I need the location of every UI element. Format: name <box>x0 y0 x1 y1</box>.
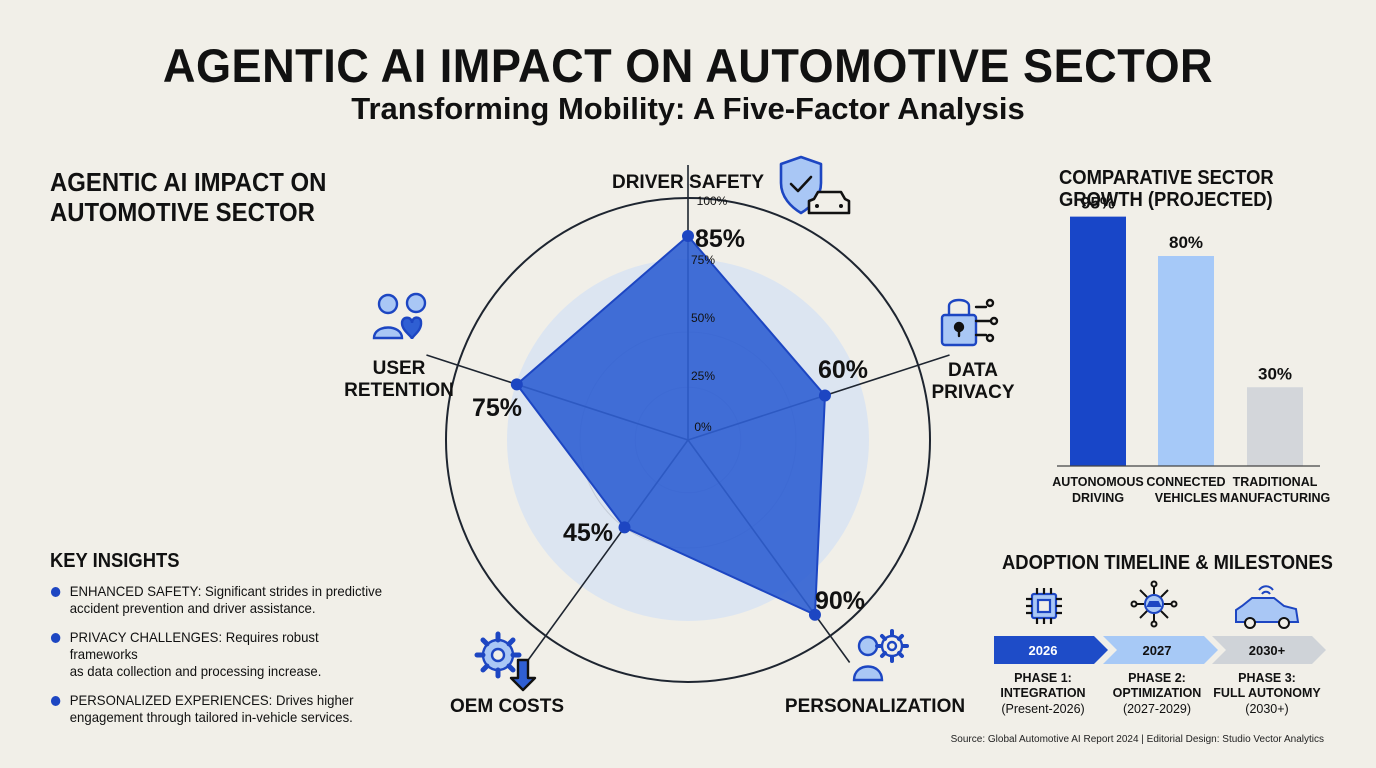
radar-value-label: 75% <box>472 394 522 422</box>
page-title: AGENTIC AI IMPACT ON AUTOMOTIVE SECTOR <box>162 39 1214 92</box>
left-panel-title-line1: AGENTIC AI IMPACT ON <box>50 167 327 197</box>
key-insights-title: KEY INSIGHTS <box>50 550 180 572</box>
insight-line: PRIVACY CHALLENGES: Requires robust fram… <box>69 629 319 662</box>
connected-car-icon <box>1130 580 1178 628</box>
bullet-icon <box>50 696 61 706</box>
radar-data <box>510 230 831 621</box>
key-insights-list: ENHANCED SAFETY: Significant strides in … <box>50 583 410 738</box>
insight-line: engagement through tailored in-vehicle s… <box>69 709 353 725</box>
radar-point <box>808 608 821 621</box>
timeline-arrow <box>994 636 1108 664</box>
timeline-phase-range: (2030+) <box>1245 702 1288 716</box>
gear-down-arrow-icon <box>474 631 537 692</box>
radar-icons <box>372 155 999 692</box>
timeline-phase-name: OPTIMIZATION <box>1113 686 1202 700</box>
insight-item: PRIVACY CHALLENGES: Requires robust fram… <box>50 629 388 680</box>
timeline-phase-range: (2027-2029) <box>1123 702 1191 716</box>
insight-line: ENHANCED SAFETY: Significant strides in … <box>69 583 383 599</box>
timeline-marks: 2026 PHASE 1:INTEGRATION (Present-2026) 202… <box>994 636 1326 716</box>
bar-chart-title-line2: GROWTH (PROJECTED) <box>1059 189 1273 211</box>
bar-value-label: 95% <box>1081 194 1115 213</box>
timeline-phase-range: (Present-2026) <box>1001 702 1084 716</box>
radar-point <box>510 378 523 391</box>
bar-category-label: DRIVING <box>1072 491 1124 505</box>
bar-category-label: AUTONOMOUS <box>1052 475 1143 489</box>
timeline-phase-name: FULL AUTONOMY <box>1213 686 1321 700</box>
radar-tick-label: 50% <box>691 311 715 325</box>
radar-axis-label: PERSONALIZATION <box>785 696 965 717</box>
timeline-phase-name: PHASE 3: <box>1238 671 1296 685</box>
bar <box>1070 216 1126 466</box>
page-subtitle: Transforming Mobility: A Five-Factor Ana… <box>351 91 1025 126</box>
shield-car-icon <box>779 155 851 215</box>
timeline-year: 2030+ <box>1249 643 1286 658</box>
bar-value-label: 80% <box>1169 233 1203 252</box>
radar-tick-label: 75% <box>691 253 715 267</box>
radar-axis-label: OEM COSTS <box>450 696 564 717</box>
bullet-icon <box>50 587 61 597</box>
radar-value-label: 85% <box>695 225 745 253</box>
radar-axis-label: USER <box>373 358 426 379</box>
bar-category-label: TRADITIONAL <box>1233 475 1318 489</box>
bar <box>1158 256 1214 466</box>
source-note: Source: Global Automotive AI Report 2024… <box>950 734 1324 745</box>
radar-labels: 0% 25% 50% 75% 100% 85% 60% 90% 45% 75% DRIVER SAF… <box>344 172 1015 717</box>
radar-tick-label: 100% <box>697 194 728 208</box>
radar-tick-label: 25% <box>691 369 715 383</box>
timeline-phase-name: PHASE 2: <box>1128 671 1186 685</box>
insight-item: ENHANCED SAFETY: Significant strides in … <box>50 583 388 617</box>
bar-category-label: VEHICLES <box>1155 491 1218 505</box>
bar-marks: 95% AUTONOMOUS DRIVING 80% CONNECTED VEHICLES… <box>1052 194 1330 505</box>
padlock-circuit-icon <box>940 298 999 347</box>
bar-chart-title-line1: COMPARATIVE SECTOR <box>1059 167 1274 189</box>
timeline-phase-name: PHASE 1: <box>1014 671 1072 685</box>
bar-chart-title: COMPARATIVE SECTOR GROWTH (PROJECTED) <box>1059 167 1298 211</box>
user-gear-icon <box>852 629 909 682</box>
users-heart-icon <box>372 292 427 340</box>
radar-area <box>515 234 826 617</box>
insight-line: as data collection and processing increa… <box>69 663 322 679</box>
bar-category-label: MANUFACTURING <box>1220 491 1330 505</box>
radar-point <box>682 230 694 242</box>
car-signal-icon <box>1235 585 1300 629</box>
timeline-phase-name: INTEGRATION <box>1000 686 1085 700</box>
radar-axis-label: DRIVER SAFETY <box>612 172 764 193</box>
bar-category-label: CONNECTED <box>1146 475 1225 489</box>
chip-icon <box>1026 588 1062 624</box>
radar-value-label: 90% <box>815 587 865 615</box>
timeline-year: 2027 <box>1143 643 1172 658</box>
radar-axis-label: PRIVACY <box>931 382 1014 403</box>
insight-line: accident prevention and driver assistanc… <box>69 600 316 616</box>
left-panel-title-line2: AUTOMOTIVE SECTOR <box>50 197 315 227</box>
radar-axis-label: RETENTION <box>344 380 454 401</box>
insight-item: PERSONALIZED EXPERIENCES: Drives higher e… <box>50 692 388 726</box>
bar <box>1247 387 1303 466</box>
radar-axis-label: DATA <box>948 360 998 381</box>
timeline-title: ADOPTION TIMELINE & MILESTONES <box>1002 552 1333 574</box>
radar-point <box>618 521 631 534</box>
insight-line: PERSONALIZED EXPERIENCES: Drives higher <box>69 692 354 708</box>
radar-value-label: 45% <box>563 519 613 547</box>
radar-point <box>818 389 831 402</box>
bullet-icon <box>50 633 61 643</box>
timeline-year: 2026 <box>1029 643 1058 658</box>
timeline-arrow <box>1212 636 1326 664</box>
radar-value-label: 60% <box>818 356 868 384</box>
bar-value-label: 30% <box>1258 364 1292 383</box>
timeline-arrow <box>1103 636 1218 664</box>
radar-tick-label: 0% <box>694 420 712 434</box>
left-panel-title: AGENTIC AI IMPACT ON AUTOMOTIVE SECTOR <box>50 167 344 227</box>
